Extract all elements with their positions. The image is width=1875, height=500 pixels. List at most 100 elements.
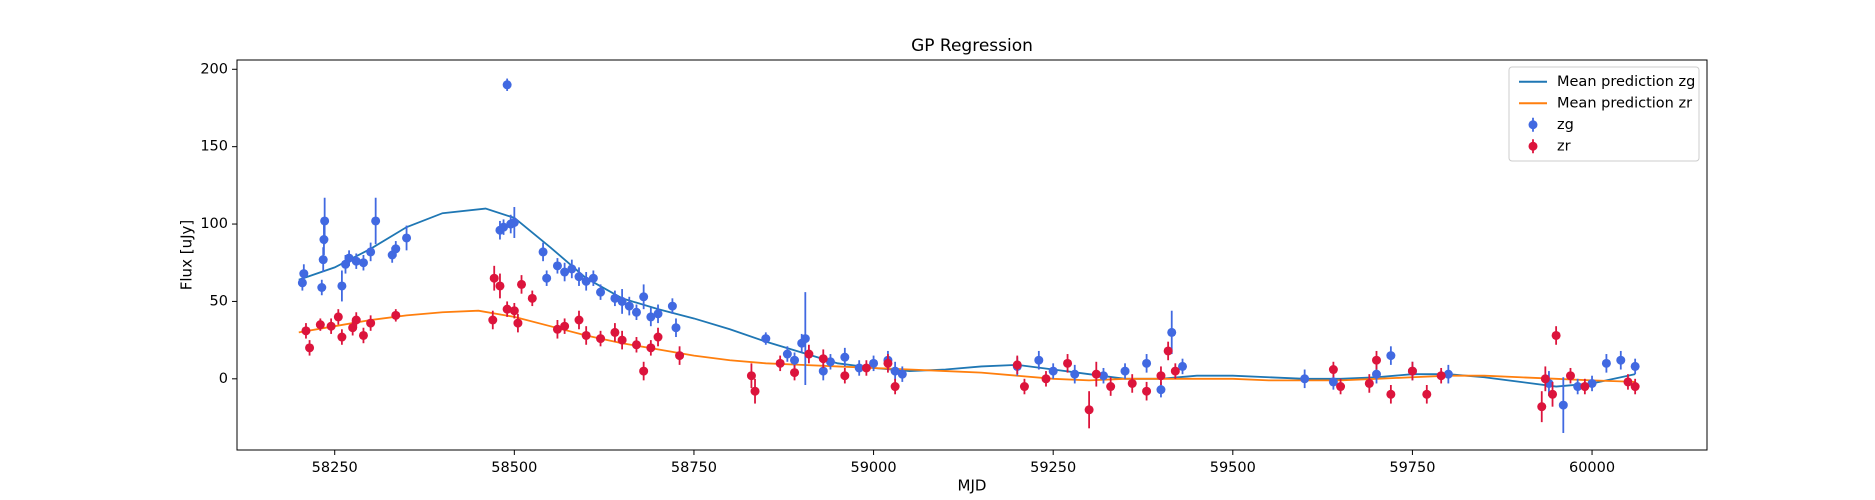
point [542,273,552,283]
x-axis-label: MJD [958,477,987,495]
point [1120,366,1130,376]
point [631,340,641,350]
x-tick-label: 58500 [491,460,537,476]
point [552,261,562,271]
point [1573,382,1583,392]
point [574,272,584,282]
point [1443,369,1453,379]
point [1156,385,1166,395]
point [1328,377,1338,387]
point [1551,330,1561,340]
point [639,366,649,376]
point [1364,378,1374,388]
y-tick-label: 50 [210,293,228,309]
point [1587,378,1597,388]
point [337,281,347,291]
plot-frame [236,59,1708,451]
point [581,330,591,340]
point [761,334,771,344]
point [489,273,499,283]
x-tick-label: 60000 [1569,460,1615,476]
point [527,293,537,303]
point [509,306,519,316]
legend-label: zg [1557,117,1574,133]
point [617,296,627,306]
point [517,279,527,289]
point [639,292,649,302]
point [804,349,814,359]
y-tick-label: 0 [219,371,228,387]
point [746,371,756,381]
point [1548,389,1558,399]
point [1386,351,1396,361]
mean-line [298,207,1636,388]
point [317,283,327,292]
point [391,310,401,320]
point [1300,374,1310,384]
x-tick-label: 59500 [1210,460,1256,476]
point [366,318,376,328]
point [1630,361,1640,371]
point [750,386,760,396]
point [333,312,343,322]
point [610,327,620,337]
point [840,371,850,381]
point [1012,360,1022,370]
point [299,269,309,279]
point [596,334,606,344]
point [560,267,570,277]
point [782,349,792,359]
point [1098,371,1108,381]
legend-swatch [1528,120,1538,130]
point [358,258,368,268]
point [1565,371,1575,381]
legend-swatch [1528,141,1538,151]
point [1422,389,1432,399]
point [305,343,315,353]
point [1034,355,1044,365]
point [499,222,509,232]
point [1558,400,1568,410]
chart-title: GP Regression [911,36,1033,56]
point [1601,358,1611,368]
point [775,358,785,368]
point [861,363,871,373]
point [1537,402,1547,412]
point [1084,405,1094,415]
point [890,382,900,392]
point [675,351,685,361]
point [1142,358,1152,368]
point [1048,366,1058,376]
point [1616,355,1626,365]
point [1070,369,1080,379]
x-tick-label: 59250 [1030,460,1076,476]
plot-area [297,78,1640,433]
point [790,355,800,365]
point [1091,369,1101,379]
point [1540,374,1550,384]
point [326,321,336,331]
x-tick-label: 59750 [1389,460,1435,476]
mean-line [298,309,1636,383]
point [1580,382,1590,392]
legend-label: Mean prediction zr [1557,95,1692,111]
point [351,256,361,266]
point [624,301,634,311]
point [366,247,376,257]
point [1178,361,1188,371]
x-tick-label: 59000 [850,460,896,476]
point [581,276,591,286]
point [1336,382,1346,392]
point [883,358,893,368]
point [538,247,548,257]
point [502,304,512,314]
point [402,233,412,243]
point [1372,369,1382,379]
point [800,334,810,344]
point [1630,382,1640,392]
point [337,332,347,342]
point [840,352,850,362]
y-axis-label: Flux [uJy] [178,220,196,290]
y-tick-label: 100 [200,216,228,232]
